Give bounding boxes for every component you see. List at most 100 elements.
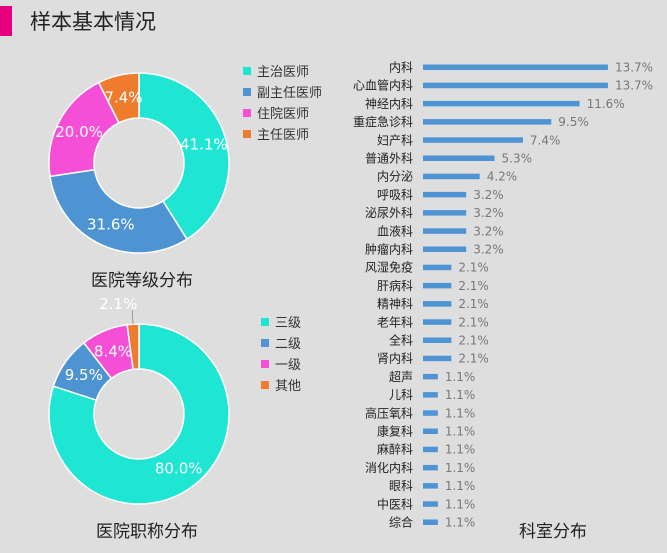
value-label: 1.1% (445, 443, 476, 457)
bar (423, 501, 438, 507)
legend-item: 主治医师 (243, 60, 322, 81)
value-label: 2.1% (458, 261, 489, 275)
legend-label: 二级 (275, 337, 302, 352)
category-label: 康复科 (377, 424, 413, 439)
slice-label: 31.6% (87, 215, 135, 233)
bar (423, 228, 467, 234)
bar (423, 373, 438, 380)
bar (423, 428, 438, 434)
category-label: 重症急诊科 (353, 114, 413, 129)
legend-label: 一级 (275, 358, 302, 373)
legend-item: 主任医师 (243, 123, 322, 144)
bar (423, 483, 438, 489)
value-label: 2.1% (458, 297, 489, 311)
value-label: 2.1% (458, 279, 489, 293)
bar (423, 519, 438, 525)
value-label: 1.1% (445, 497, 476, 511)
legend-item: 住院医师 (243, 102, 322, 123)
slice-label: 20.0% (55, 123, 103, 141)
category-label: 老年科 (377, 315, 413, 329)
donut-slice (97, 72, 140, 124)
chart-title-rank: 医院等级分布 (91, 271, 193, 291)
category-label: 肾内科 (377, 352, 413, 366)
slice-label: 8.4% (94, 343, 132, 361)
legend-level: 三级二级一级 其他 (261, 311, 301, 395)
legend-label: 三级 (275, 316, 302, 331)
legend-swatch (243, 87, 251, 96)
donut-slice (138, 72, 230, 241)
value-label: 1.1% (445, 406, 476, 420)
legend-swatch (261, 359, 269, 368)
legend-swatch (261, 338, 269, 347)
category-label: 普通外科 (365, 152, 413, 166)
slice-label: 7.4% (104, 88, 142, 106)
category-label: 妇产科 (377, 133, 413, 147)
bar (423, 301, 452, 307)
legend-item: 其他 (261, 374, 301, 395)
legend-swatch (243, 108, 251, 117)
value-label: 2.1% (458, 315, 489, 329)
legend-swatch (243, 66, 251, 75)
slice-label: 9.5% (65, 366, 103, 384)
category-label: 精神科 (377, 297, 413, 311)
value-label: 3.2% (473, 188, 504, 202)
category-label: 超声 (389, 369, 413, 384)
value-label: 1.1% (445, 516, 476, 530)
bar (423, 319, 452, 325)
value-label: 5.3% (502, 152, 533, 166)
bar (423, 355, 452, 362)
category-label: 眼科 (389, 479, 413, 493)
bar (423, 137, 523, 143)
bar (423, 119, 552, 125)
legend-label: 住院医师 (257, 107, 310, 122)
bar (423, 282, 452, 289)
bar (423, 191, 467, 198)
value-label: 3.2% (473, 206, 504, 220)
bar (423, 64, 608, 70)
bar (423, 246, 467, 252)
bar (423, 100, 580, 107)
donut-slice (48, 323, 230, 505)
value-label: 9.5% (558, 115, 589, 129)
legend-item: 一级 (261, 353, 301, 374)
value-label: 11.6% (587, 97, 625, 111)
bar (423, 82, 608, 89)
value-label: 1.1% (445, 425, 476, 439)
value-label: 4.2% (487, 170, 518, 184)
legend-swatch (243, 129, 251, 138)
category-label: 消化内科 (365, 461, 413, 475)
bar (423, 337, 452, 343)
category-label: 综合 (389, 515, 413, 530)
value-label: 1.1% (445, 370, 476, 384)
bar (423, 410, 438, 416)
category-label: 中医科 (377, 496, 413, 511)
donut-slice (126, 323, 140, 371)
value-label: 1.1% (445, 479, 476, 493)
bar (423, 392, 438, 398)
category-label: 高压氧科 (365, 405, 413, 420)
value-label: 2.1% (458, 334, 489, 348)
category-label: 儿科 (389, 388, 413, 402)
legend-item: 副主任医师 (243, 81, 322, 102)
category-label: 肿瘤内科 (365, 242, 413, 257)
chart-title-dept: 科室分布 (519, 522, 587, 542)
value-label: 7.4% (530, 133, 561, 147)
category-label: 麻醉科 (377, 442, 413, 457)
legend-rank: 主治医师副主任医师住院医师主任医师 (243, 60, 322, 144)
donut-slice (49, 168, 188, 254)
category-label: 呼吸科 (377, 188, 413, 202)
bar (423, 464, 438, 471)
bar (423, 264, 452, 271)
chart-title-level: 医院职称分布 (96, 522, 198, 542)
slice-label: 80.0% (155, 460, 203, 478)
legend-label: 副主任医师 (257, 86, 323, 101)
value-label: 13.7% (615, 61, 653, 75)
value-label: 1.1% (445, 461, 476, 475)
value-label: 1.1% (445, 388, 476, 402)
slice-label: 2.1% (99, 295, 137, 313)
legend-label: 主任医师 (257, 128, 310, 143)
value-label: 3.2% (473, 243, 504, 257)
header-accent-bar (0, 6, 12, 36)
bar (423, 155, 495, 161)
